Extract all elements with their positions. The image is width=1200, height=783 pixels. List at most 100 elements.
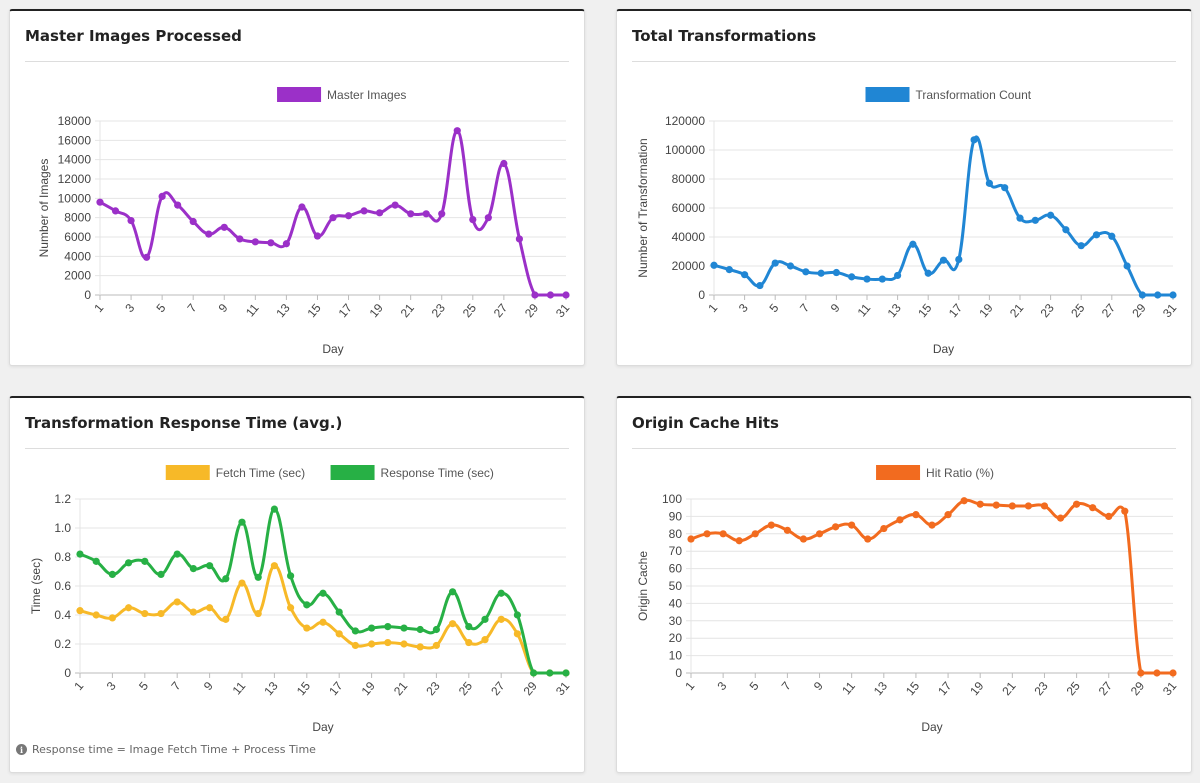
x-tick-label: 7 — [797, 301, 812, 315]
x-tick-label: 11 — [230, 679, 249, 698]
data-point — [944, 511, 952, 519]
y-tick-label: 0.2 — [54, 637, 71, 651]
x-tick-label: 23 — [423, 679, 443, 698]
data-point — [335, 630, 343, 638]
x-tick-label: 21 — [1007, 301, 1027, 320]
chart-response-time: 00.20.40.60.81.01.21 3 5 7 9 11 13 15 17 19 21 23 25… — [29, 465, 573, 734]
x-tick-label: 27 — [1096, 679, 1116, 698]
data-point — [848, 521, 856, 529]
legend-label: Fetch Time (sec) — [216, 466, 305, 480]
x-tick-label: 17 — [935, 679, 955, 698]
x-tick-label: 1 — [705, 301, 720, 315]
data-point — [1123, 262, 1131, 270]
y-tick-label: 60000 — [672, 201, 706, 215]
data-point — [513, 630, 521, 638]
legend-label: Master Images — [327, 88, 406, 102]
x-tick-label: 23 — [429, 301, 449, 320]
data-point — [189, 217, 197, 226]
data-point — [76, 607, 84, 615]
x-tick-label: 17 — [946, 301, 966, 320]
data-point — [751, 530, 759, 538]
x-tick-label: 23 — [1038, 301, 1058, 320]
data-point — [481, 636, 489, 644]
data-point — [500, 159, 508, 168]
data-point — [1105, 512, 1113, 520]
legend-swatch — [865, 87, 910, 102]
data-point — [896, 516, 904, 524]
data-point — [189, 565, 197, 573]
data-point — [407, 210, 415, 218]
data-point — [158, 192, 166, 200]
legend: Hit Ratio (%) — [876, 465, 994, 480]
data-point — [157, 570, 165, 578]
x-tick-label: 25 — [1064, 679, 1084, 698]
data-point — [76, 550, 84, 558]
data-point — [1138, 291, 1146, 299]
legend-swatch — [876, 465, 921, 480]
x-axis-title: Day — [921, 720, 942, 734]
y-tick-label: 0 — [698, 288, 705, 302]
data-point — [531, 291, 539, 299]
data-point — [319, 618, 327, 626]
data-point — [287, 604, 295, 612]
x-tick-label: 1 — [682, 679, 697, 693]
data-point — [992, 501, 1000, 509]
legend-swatch — [165, 465, 210, 480]
data-point — [960, 497, 968, 505]
x-tick-label: 27 — [488, 679, 508, 698]
data-point — [741, 271, 749, 279]
data-point — [767, 521, 775, 529]
x-tick-label: 25 — [1068, 301, 1088, 320]
data-point — [267, 239, 275, 247]
x-tick-label: 23 — [1031, 679, 1051, 698]
y-tick-label: 120000 — [665, 114, 705, 128]
data-point — [815, 530, 824, 538]
y-tick-label: 0.6 — [54, 579, 71, 593]
data-point — [1008, 502, 1016, 510]
data-point — [880, 524, 888, 533]
data-point — [513, 611, 521, 619]
data-point — [562, 291, 570, 299]
data-point — [270, 562, 278, 570]
y-tick-label: 100 — [662, 492, 682, 506]
data-point — [1092, 231, 1101, 239]
data-point — [497, 615, 505, 623]
series-line — [713, 135, 1173, 297]
title-divider — [632, 61, 1176, 62]
data-point — [465, 623, 473, 631]
data-point — [236, 235, 244, 243]
y-tick-label: 0 — [84, 288, 91, 302]
y-tick-label: 10000 — [58, 191, 92, 205]
x-axis-title: Day — [312, 720, 333, 734]
data-point — [453, 127, 461, 135]
data-point — [173, 598, 181, 606]
y-tick-label: 70 — [669, 544, 683, 558]
data-point — [360, 207, 368, 215]
data-point — [469, 216, 477, 224]
data-point — [400, 640, 408, 648]
data-point — [416, 643, 424, 651]
x-tick-label: 5 — [747, 679, 762, 693]
data-series — [96, 127, 570, 299]
x-tick-label: 19 — [367, 301, 387, 320]
data-point — [1077, 242, 1085, 250]
data-point — [735, 537, 743, 545]
data-point — [562, 669, 570, 677]
y-tick-label: 1.0 — [54, 521, 71, 535]
y-tick-label: 30 — [669, 614, 683, 628]
x-tick-label: 5 — [136, 679, 151, 693]
data-point — [1024, 502, 1032, 510]
legend: Transformation Count — [865, 87, 1032, 102]
data-point — [141, 609, 149, 618]
data-point — [287, 572, 295, 580]
data-point — [319, 589, 327, 597]
data-point — [1169, 291, 1177, 299]
data-point — [432, 641, 440, 650]
y-tick-label: 16000 — [58, 133, 92, 147]
y-tick-label: 100000 — [665, 143, 705, 157]
legend-label: Transformation Count — [916, 88, 1032, 102]
data-point — [863, 275, 871, 283]
y-axis-ticks: 0 0.2 0.4 0.6 0.8 1.0 1.2 — [54, 492, 71, 680]
y-tick-label: 1.2 — [54, 492, 71, 506]
